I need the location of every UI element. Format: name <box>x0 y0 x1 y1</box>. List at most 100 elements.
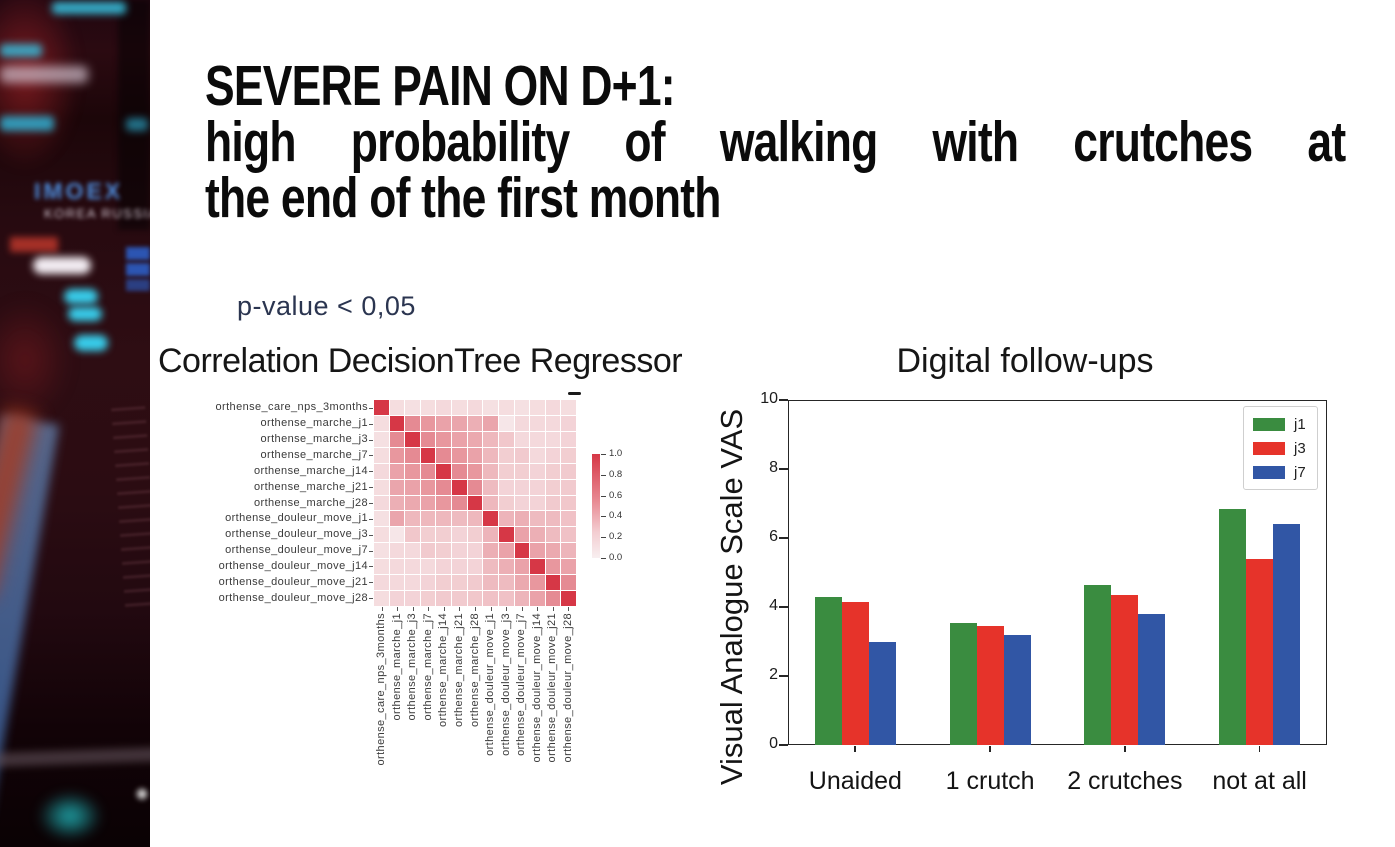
photo-cyan-blob <box>64 289 98 304</box>
heatmap-col-label: orthense_marche_j28 <box>468 613 481 728</box>
heatmap-cell <box>530 400 545 415</box>
heatmap-cell <box>405 591 420 606</box>
bar-j1-Unaided <box>814 596 842 745</box>
heatmap-col-tick <box>459 607 461 611</box>
heatmap-cell <box>561 591 576 606</box>
heatmap-cell <box>452 431 467 447</box>
heatmap-cell <box>514 400 530 415</box>
heatmap-cell <box>530 591 545 606</box>
heatmap-cell <box>545 400 561 415</box>
heatmap-row-label: orthense_care_nps_3months <box>215 401 368 414</box>
x-tick-mark <box>854 746 857 752</box>
heatmap-cell <box>483 447 498 463</box>
heatmap-cell <box>561 431 576 447</box>
heatmap-cell <box>374 511 389 527</box>
heatmap-cell <box>389 495 405 511</box>
photo-ticker-blob <box>126 118 148 131</box>
legend-entry-j7: j7 <box>1253 464 1306 481</box>
legend-swatch-j1 <box>1253 418 1285 431</box>
y-tick-mark <box>779 537 788 539</box>
heatmap-cell <box>452 591 467 606</box>
heatmap-cell <box>389 559 405 575</box>
heatmap-cell <box>561 559 576 575</box>
heatmap-cell <box>389 591 405 606</box>
heatmap-cell <box>452 495 467 511</box>
heatmap-cell <box>405 400 420 415</box>
colorbar-tick-label: 0.4 <box>609 510 623 522</box>
colorbar-tick-dash <box>601 454 606 455</box>
heatmap-cell <box>452 559 467 575</box>
y-tick-label: 0 <box>769 735 778 752</box>
heatmap-cell <box>420 543 436 559</box>
legend-entry-j3: j3 <box>1253 440 1306 457</box>
heatmap-cell <box>467 447 483 463</box>
heatmap-col-tick <box>506 607 508 611</box>
heatmap-row-tick <box>369 423 373 425</box>
legend-label-j7: j7 <box>1294 464 1306 481</box>
photo-cyan-glow <box>38 792 102 840</box>
heatmap-cell <box>483 527 498 543</box>
heatmap-cell <box>483 463 498 479</box>
heatmap-cell <box>514 511 530 527</box>
heatmap-cell <box>545 495 561 511</box>
heatmap-cell <box>389 575 405 591</box>
x-category-label: Unaided <box>808 767 902 795</box>
heatmap-col-label: orthense_marche_j3 <box>406 613 419 721</box>
heatmap-col-tick <box>443 607 445 611</box>
chart-legend: j1 j3 j7 <box>1243 406 1318 490</box>
heatmap-cell <box>467 559 483 575</box>
y-tick-mark <box>779 606 788 608</box>
heatmap-cell <box>389 400 405 415</box>
heatmap-col-label: orthense_douleur_move_j21 <box>546 613 559 763</box>
x-category-label: 1 crutch <box>945 767 1035 795</box>
heatmap-cell <box>467 543 483 559</box>
heatmap-cell <box>545 511 561 527</box>
bar-chart-plot-frame <box>788 400 1327 745</box>
heatmap-cell <box>405 527 420 543</box>
heatmap-cell <box>374 527 389 543</box>
photo-ticker-blob <box>0 66 88 83</box>
photo-cyan-blob <box>74 335 108 351</box>
colorbar-tick-label: 1.0 <box>609 448 623 459</box>
heatmap-col-label: orthense_marche_j7 <box>421 613 434 721</box>
heatmap-cell <box>436 543 452 559</box>
heatmap-col-tick <box>412 607 414 611</box>
heatmap-cell <box>420 447 436 463</box>
x-category-label: 2 crutches <box>1067 767 1183 795</box>
heatmap-cell <box>514 415 530 431</box>
heatmap-cell <box>452 575 467 591</box>
colorbar-tick-dash <box>601 474 606 476</box>
heatmap-cell <box>561 463 576 479</box>
heatmap-row-label: orthense_douleur_move_j21 <box>218 575 368 588</box>
heatmap-cell <box>483 431 498 447</box>
heatmap-col-tick <box>521 607 523 611</box>
heatmap-cell <box>452 543 467 559</box>
heatmap-cell <box>561 415 576 431</box>
heatmap-cell <box>467 479 483 495</box>
photo-ticker-blob <box>0 44 42 57</box>
heatmap-row-label: orthense_marche_j21 <box>253 480 368 493</box>
heatmap-row-tick <box>369 518 373 520</box>
y-tick-label: 10 <box>760 390 778 407</box>
heatmap-col-label: orthense_marche_j21 <box>452 613 465 728</box>
heatmap-row-label: orthense_marche_j3 <box>260 433 368 446</box>
heatmap-cell <box>374 400 389 415</box>
heatmap-cell <box>561 543 576 559</box>
y-tick-mark <box>779 744 788 746</box>
heatmap-cell <box>498 495 514 511</box>
heatmap-col-label: orthense_douleur_move_j7 <box>515 613 528 756</box>
heatmap-cell <box>498 415 514 431</box>
heatmap-cell <box>483 511 498 527</box>
heatmap-cell <box>436 431 452 447</box>
photo-ladder-marks <box>110 399 150 611</box>
heatmap-row-tick <box>369 582 373 584</box>
heatmap-col-label: orthense_douleur_move_j3 <box>499 613 512 756</box>
heatmap-cell <box>530 479 545 495</box>
heatmap-cell <box>452 511 467 527</box>
heatmap-cell <box>545 479 561 495</box>
photo-text-imoex: IMOEX <box>34 178 124 204</box>
heatmap-cell <box>530 415 545 431</box>
heatmap-cell <box>374 591 389 606</box>
y-tick-label: 2 <box>769 666 778 683</box>
photo-cyan-blob <box>68 307 102 321</box>
